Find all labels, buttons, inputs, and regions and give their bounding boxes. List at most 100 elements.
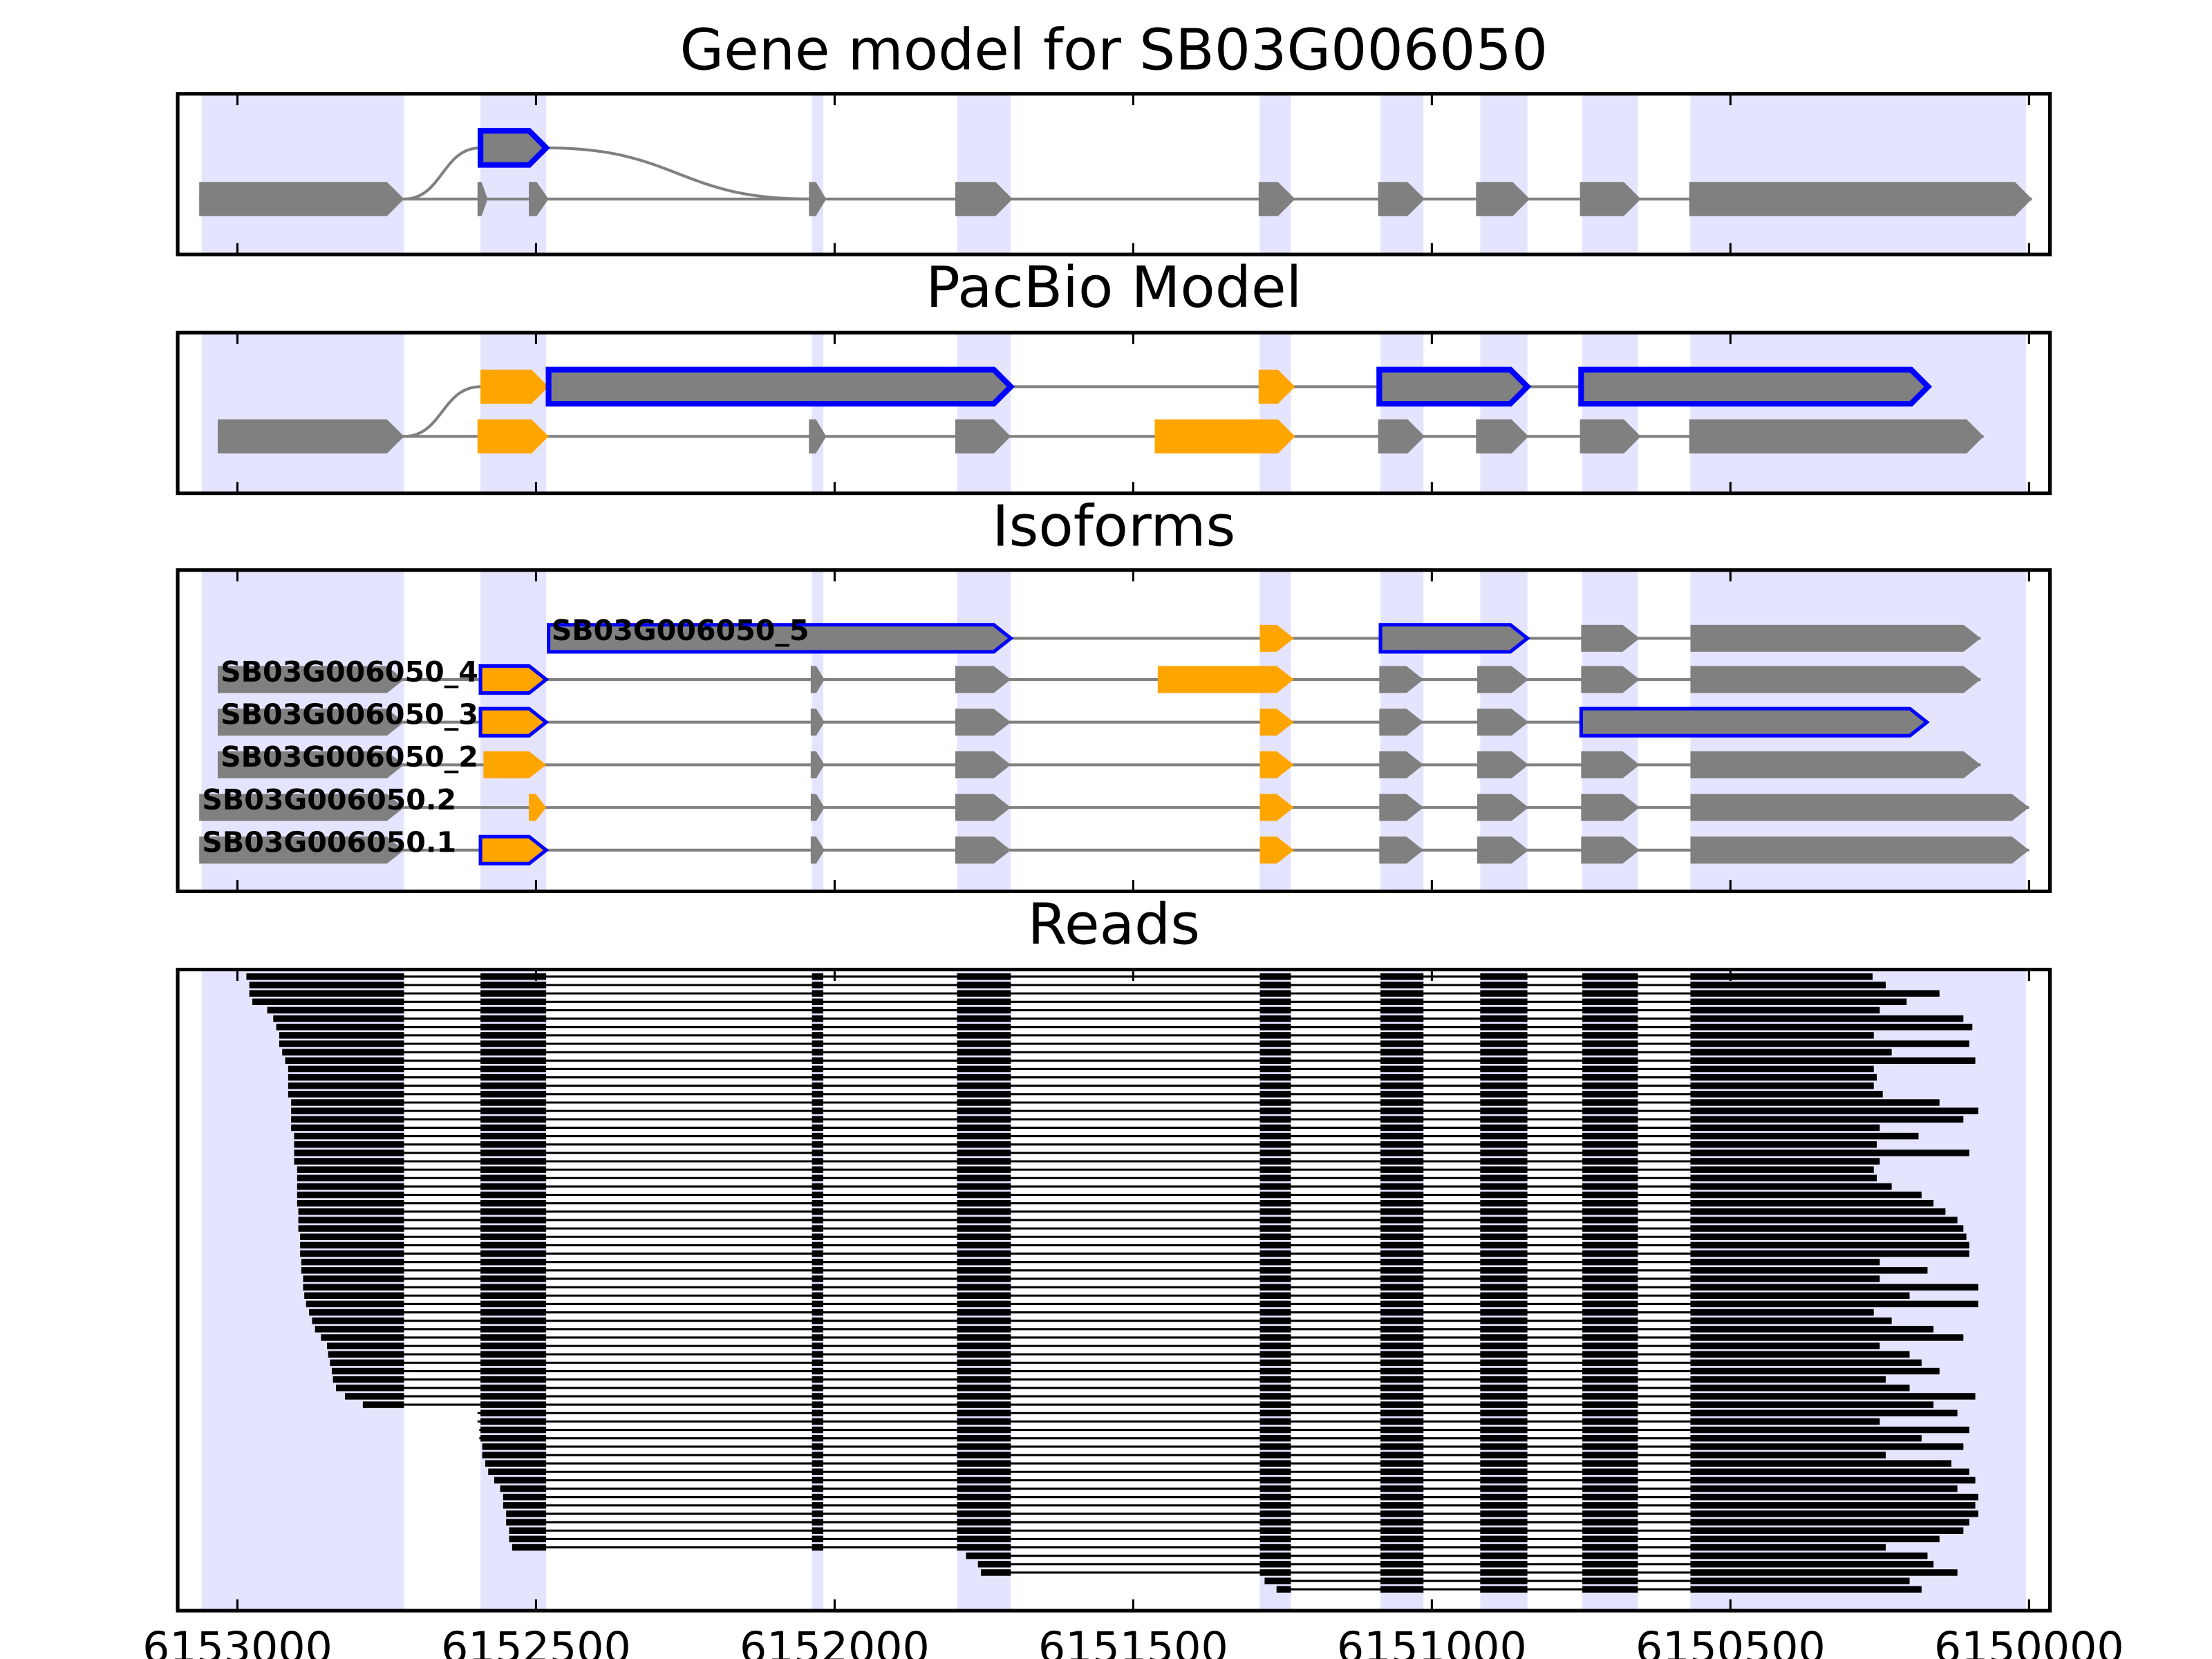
- exon: [199, 794, 404, 821]
- read-block: [1480, 1225, 1528, 1232]
- exon-shade: [1259, 332, 1291, 494]
- read-block: [1480, 1401, 1528, 1408]
- read-block: [1690, 990, 1940, 997]
- read-block: [1480, 1284, 1528, 1291]
- read-block: [1259, 1351, 1291, 1358]
- read-block: [957, 1258, 1011, 1266]
- read-block: [1690, 1300, 1978, 1308]
- read-block: [1480, 1267, 1528, 1274]
- read-block: [957, 1057, 1011, 1065]
- read-block: [957, 1124, 1011, 1132]
- read-block: [1690, 1586, 1922, 1593]
- read-block: [298, 1225, 404, 1232]
- read-block: [1582, 1183, 1638, 1190]
- read-block: [1259, 1032, 1291, 1039]
- read-block: [1582, 1418, 1638, 1425]
- read-block: [480, 1107, 547, 1114]
- read-block: [812, 1342, 823, 1349]
- read-block: [812, 1317, 823, 1324]
- exon: [1258, 369, 1295, 404]
- read-block: [1480, 1577, 1528, 1584]
- exon: [955, 182, 1013, 216]
- read-block: [1259, 1006, 1291, 1014]
- read-block: [1690, 1233, 1967, 1240]
- read-block: [1690, 1040, 1969, 1047]
- read-block: [1582, 1174, 1638, 1181]
- exon: [1259, 624, 1294, 652]
- read-block: [1380, 1376, 1424, 1383]
- read-block: [957, 1485, 1011, 1492]
- read-block: [1259, 1208, 1291, 1215]
- read-block: [480, 1217, 547, 1224]
- read-block: [1380, 1468, 1424, 1475]
- read-block: [285, 1057, 404, 1065]
- read-block: [1582, 1015, 1638, 1022]
- read-block: [321, 1334, 404, 1341]
- read-block: [1259, 1493, 1291, 1501]
- read-block: [1480, 1233, 1528, 1240]
- read-block: [957, 1284, 1011, 1291]
- read-block: [1582, 1284, 1638, 1291]
- read-block: [1380, 998, 1424, 1006]
- read-block: [812, 1183, 823, 1190]
- read-block: [1259, 1275, 1291, 1282]
- exon: [810, 666, 825, 693]
- read-block: [1480, 1166, 1528, 1173]
- read-block: [1690, 1385, 1910, 1391]
- read-block: [1259, 1552, 1291, 1559]
- read-block: [957, 1250, 1011, 1257]
- read-block: [957, 1107, 1011, 1114]
- read-block: [1480, 1510, 1528, 1517]
- read-block: [812, 1367, 823, 1375]
- read-block: [1582, 1074, 1638, 1081]
- read-block: [957, 1065, 1011, 1073]
- read-block: [1380, 1351, 1424, 1358]
- read-block: [1480, 1006, 1528, 1014]
- read-block: [1380, 1300, 1424, 1308]
- exon: [810, 709, 825, 736]
- read-block: [1582, 1166, 1638, 1173]
- exon: [478, 706, 550, 738]
- read-block: [1259, 1107, 1291, 1114]
- read-block: [812, 1107, 823, 1114]
- read-block: [957, 1174, 1011, 1181]
- read-block: [812, 1393, 823, 1400]
- read-block: [1380, 1241, 1424, 1249]
- read-block: [812, 1334, 823, 1341]
- read-block: [1690, 998, 1907, 1006]
- exon: [810, 751, 825, 778]
- read-block: [1259, 1502, 1291, 1509]
- exon: [1378, 182, 1425, 216]
- read-block: [1480, 1334, 1528, 1341]
- read-block: [1380, 1485, 1424, 1492]
- read-block: [1259, 1065, 1291, 1073]
- read-block: [480, 1032, 547, 1039]
- read-block: [1480, 973, 1528, 980]
- read-block: [1582, 1023, 1638, 1031]
- read-block: [957, 1267, 1011, 1274]
- read-block: [812, 1326, 823, 1333]
- read-block: [1380, 1342, 1424, 1349]
- read-block: [494, 1477, 547, 1484]
- read-block: [1480, 1250, 1528, 1257]
- exon: [809, 182, 827, 216]
- read-block: [480, 1317, 547, 1324]
- read-block: [812, 1443, 823, 1450]
- read-block: [480, 973, 547, 980]
- read-block: [812, 1300, 823, 1308]
- read-block: [331, 1367, 404, 1375]
- read-block: [1690, 982, 1886, 988]
- read-block: [957, 1544, 1011, 1551]
- read-block: [957, 1401, 1011, 1408]
- read-block: [1690, 1510, 1978, 1517]
- read-block: [1380, 1233, 1424, 1240]
- read-block: [1480, 1132, 1528, 1140]
- read-block: [1690, 1107, 1978, 1114]
- read-block: [1582, 1519, 1638, 1526]
- read-block: [1259, 1091, 1291, 1098]
- read-block: [1380, 1577, 1424, 1584]
- read-block: [957, 1460, 1011, 1467]
- read-block: [957, 1300, 1011, 1308]
- read-block: [1480, 1082, 1528, 1089]
- x-tick-label: 6150500: [1635, 1623, 1826, 1659]
